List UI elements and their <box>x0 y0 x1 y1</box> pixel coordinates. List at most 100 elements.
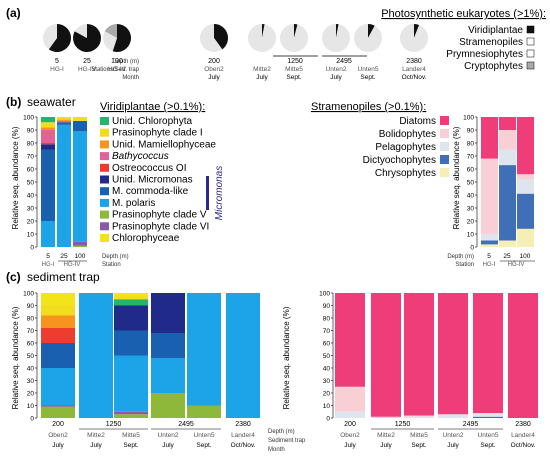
x-tick-label: Unten5 <box>478 432 499 439</box>
pie-slice <box>74 24 87 38</box>
y-tick-label: 70 <box>467 153 475 160</box>
pie-depth-label: 100 <box>111 58 123 65</box>
bar-segment <box>114 330 148 356</box>
bar-segment <box>151 358 185 393</box>
bar-segment <box>335 293 365 387</box>
pie-row-labels: Depth (m) Stations/Sed. trap Month <box>91 59 139 81</box>
bar-segment <box>41 117 55 123</box>
chart-seawater-viridiplantae: 0 10 20 30 40 50 60 70 80 90 100 5 25 100 HG-I HG-IV <box>23 114 87 268</box>
panel-c-sublabel: sediment trap <box>27 270 100 284</box>
y-tick-label: 90 <box>27 127 35 134</box>
micromonas-bracket <box>206 176 209 210</box>
legend-label: M. commoda-like <box>112 186 189 197</box>
x-tick-label: Mitte2 <box>377 432 395 439</box>
pie-station-label: Mitte5 <box>285 66 303 73</box>
bar-segment <box>499 165 516 241</box>
legend-label: Chlorophyceae <box>112 233 180 244</box>
pie-slice <box>200 24 223 52</box>
bar-segment <box>517 174 534 180</box>
pie-chart <box>103 23 132 52</box>
bar-segment <box>371 416 401 418</box>
x-tick-label: Unten2 <box>443 432 464 439</box>
pie-depth-label: 200 <box>208 58 220 65</box>
legend-swatch <box>100 222 109 231</box>
bar-segment <box>151 293 185 333</box>
pie-slice <box>48 24 71 52</box>
panel-b-sublabel: seawater <box>27 95 76 109</box>
pie-legend-title: Photosynthetic eukaryotes (>1%): <box>381 8 546 20</box>
viridiplantae-legend-title: Viridiplantae (>0.1%): <box>100 101 205 113</box>
pie-chart <box>279 24 308 52</box>
pie-depth-label: 5 <box>55 58 59 65</box>
pie-slice <box>321 23 350 52</box>
y-tick-label: 40 <box>323 365 331 372</box>
month-label: Sept. <box>411 442 426 449</box>
y-tick-label: 20 <box>27 390 35 397</box>
pie-slice <box>73 24 102 52</box>
y-tick-label: 30 <box>467 205 475 212</box>
y-tick-label: 70 <box>27 328 35 335</box>
legend-label: Prasinophyte clade I <box>112 128 203 139</box>
bar-segment <box>481 117 498 159</box>
legend-swatch <box>100 128 109 137</box>
pie-depth-label: 2495 <box>336 58 352 65</box>
bar-segment <box>335 411 365 418</box>
pie-chart <box>247 23 276 52</box>
panel-a-label: (a) <box>6 6 21 20</box>
pie-slice <box>400 24 429 52</box>
bar-segment <box>114 293 148 296</box>
legend-swatch <box>440 142 449 151</box>
pie-slice <box>414 24 420 38</box>
bar-segment <box>57 122 71 125</box>
bar-segment <box>73 120 87 132</box>
y-tick-label: 40 <box>27 192 35 199</box>
depth-label: 200 <box>52 421 64 428</box>
bar-segment <box>473 413 503 415</box>
c-foot-month: Month <box>268 447 285 453</box>
bar-segment <box>335 386 365 412</box>
pie-legend-label: Prymnesiophytes <box>446 49 523 60</box>
pie-slice <box>368 24 375 38</box>
pie-legend: Viridiplantae Stramenopiles Prymnesiophy… <box>446 25 535 72</box>
chart-sediment-viridiplantae: 0 10 20 30 40 50 60 70 80 90 100 200 1250 2495 2380 Obe… <box>23 290 260 449</box>
legend-label: Unid. Micromonas <box>112 175 193 186</box>
depth-label: 2380 <box>515 421 531 428</box>
bar-segment <box>473 293 503 413</box>
row-label-depth: Depth (m) <box>112 59 139 65</box>
depth-label: 1250 <box>106 421 122 428</box>
pie-slice <box>262 24 265 38</box>
pie-station-label: HG-IV <box>108 66 127 73</box>
y-tick-label: 10 <box>27 403 35 410</box>
bar-segment <box>473 416 503 418</box>
y-tick-label: 30 <box>27 205 35 212</box>
y-tick-label: 0 <box>470 244 474 251</box>
month-label: July <box>52 442 64 449</box>
legend-swatch <box>100 198 109 207</box>
legend-label: M. polaris <box>112 198 155 209</box>
month-label: July <box>162 442 174 449</box>
bar-segment <box>114 411 148 415</box>
bar-segment <box>41 221 55 247</box>
panel-c-label: (c) <box>6 270 21 284</box>
b-right-foot-station: Station <box>455 262 474 268</box>
panel-a: 5HG-I25HG-IV100HG-IV200Oben2July1250Mitt… <box>42 8 546 81</box>
y-tick-label: 0 <box>30 415 34 422</box>
bar-segment <box>41 127 55 130</box>
chart-sediment-stramenopiles: 0 10 20 30 40 50 60 70 80 90 100 200 1250 2495 2380 Obe… <box>319 290 538 449</box>
y-tick-label: 80 <box>27 315 35 322</box>
pie-chart <box>321 23 350 52</box>
bar-segment <box>517 179 534 194</box>
y-axis-label: Relative seq. abundance (%) <box>452 126 461 229</box>
pie-depth-label: 1250 <box>287 58 303 65</box>
bar-segment <box>438 293 468 415</box>
bar-segment <box>226 293 260 418</box>
pie-station-label: Unten5 <box>358 66 379 73</box>
pie-legend-label: Cryptophytes <box>464 61 523 72</box>
bar-segment <box>73 117 87 121</box>
pie-station-label: Lander4 <box>402 66 426 73</box>
legend-label: Pelagophytes <box>375 142 436 153</box>
y-axis-label: Relative seq. abundance (%) <box>282 306 291 409</box>
pie-station-label: Unten2 <box>326 66 347 73</box>
c-foot-depth: Depth (m) <box>268 429 295 435</box>
bar-segment <box>517 228 534 247</box>
